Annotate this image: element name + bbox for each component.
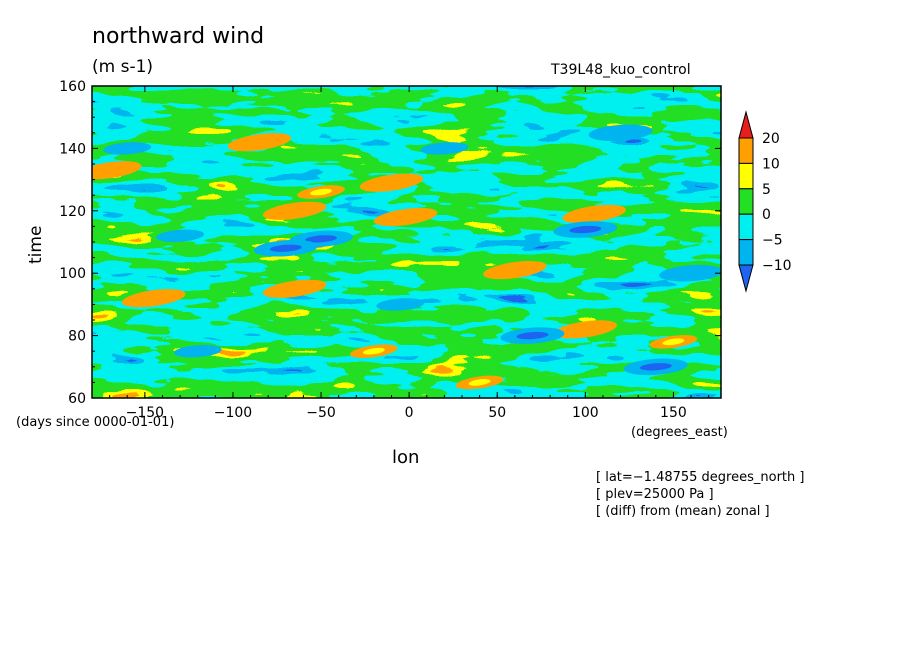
- chart-units: (m s-1): [92, 57, 154, 77]
- wind-streaks: [92, 124, 721, 390]
- colorbar-extend-max: [738, 110, 754, 139]
- colorbar-label: 20: [762, 131, 780, 147]
- wind-streak-core: [569, 225, 602, 234]
- colorbar-segment: [738, 239, 754, 266]
- note-diff: [ (diff) from (mean) zonal ]: [596, 504, 770, 519]
- wind-streak-core: [662, 338, 685, 346]
- wind-streak-core: [93, 166, 126, 175]
- wind-streak-core: [278, 284, 311, 293]
- colorbar: 20 10 5 0 −5 −10: [738, 110, 792, 293]
- wind-streak-core: [499, 265, 531, 275]
- wind-streak-core: [433, 145, 456, 152]
- wind-streak-core: [375, 178, 408, 187]
- y-tick-label: 60: [68, 391, 86, 407]
- y-axis: 60 80 100 120 140 160: [59, 79, 721, 407]
- wind-streak-core: [305, 235, 338, 243]
- colorbar-segment: [738, 188, 754, 215]
- note-pressure-level: [ plev=25000 Pa ]: [596, 487, 714, 502]
- colorbar-label: −5: [762, 233, 783, 249]
- run-name: T39L48_kuo_control: [551, 62, 691, 78]
- x-tick-label: −50: [306, 405, 336, 421]
- wind-streak-core: [516, 331, 549, 340]
- wind-streak-core: [578, 209, 610, 219]
- wind-streak-core: [389, 212, 422, 222]
- colorbar-segment: [738, 213, 754, 241]
- wind-streak-core: [675, 269, 708, 277]
- x-axis-label: lon: [392, 447, 420, 468]
- wind-streak-core: [278, 206, 311, 215]
- colorbar-extend-min: [738, 264, 754, 293]
- wind-streak-core: [389, 301, 412, 308]
- y-tick-label: 120: [59, 204, 86, 220]
- wind-streak-core: [604, 129, 637, 137]
- colorbar-label: −10: [762, 258, 792, 274]
- x-tick-label: 100: [572, 405, 599, 421]
- x-axis-units: (degrees_east): [631, 425, 728, 440]
- wind-streak-core: [363, 347, 385, 355]
- x-tick-label: −100: [214, 405, 252, 421]
- colorbar-segment: [738, 137, 754, 164]
- chart-title: northward wind: [92, 24, 265, 49]
- x-tick-label: −150: [126, 405, 164, 421]
- plot-area: [91, 85, 722, 399]
- colorbar-label: 5: [762, 182, 771, 198]
- colorbar-label: 10: [762, 156, 780, 172]
- wind-streak-core: [186, 348, 209, 355]
- x-tick-label: 50: [488, 405, 506, 421]
- note-latitude: [ lat=−1.48755 degrees_north ]: [596, 470, 805, 485]
- x-tick-label: 150: [660, 405, 687, 421]
- y-tick-label: 100: [59, 266, 86, 282]
- x-axis: −150 −100 −50 0 50 100 150: [109, 86, 710, 421]
- wind-streak-core: [169, 232, 192, 239]
- y-tick-label: 160: [59, 79, 86, 95]
- wind-streak-core: [569, 325, 602, 334]
- wind-streak-core: [269, 244, 302, 252]
- y-tick-label: 80: [68, 329, 86, 345]
- wind-streak-core: [243, 138, 276, 147]
- wind-streak-core: [468, 379, 491, 386]
- wind-streak-core: [137, 294, 170, 303]
- wind-streak-core: [310, 188, 332, 196]
- wind-streak-core: [116, 145, 139, 152]
- y-tick-label: 140: [59, 141, 86, 157]
- colorbar-segment: [738, 162, 754, 190]
- wind-streak-core: [639, 363, 672, 371]
- colorbar-label: 0: [762, 207, 771, 223]
- y-axis-units: (days since 0000-01-01): [16, 415, 175, 430]
- x-tick-label: 0: [405, 405, 414, 421]
